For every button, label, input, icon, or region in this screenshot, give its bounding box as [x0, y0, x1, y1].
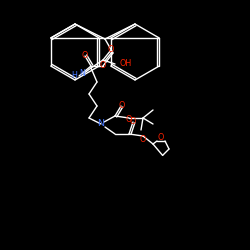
Text: O: O	[82, 52, 88, 60]
Text: O: O	[119, 100, 125, 110]
Text: O: O	[130, 116, 136, 126]
Text: N: N	[98, 120, 104, 128]
Text: H: H	[71, 72, 77, 80]
Text: O: O	[140, 134, 146, 143]
Text: O: O	[100, 62, 106, 70]
Text: O: O	[158, 134, 164, 142]
Text: O: O	[108, 44, 114, 54]
Text: O: O	[126, 116, 132, 124]
Text: OH: OH	[120, 60, 132, 68]
Text: N: N	[79, 70, 85, 78]
